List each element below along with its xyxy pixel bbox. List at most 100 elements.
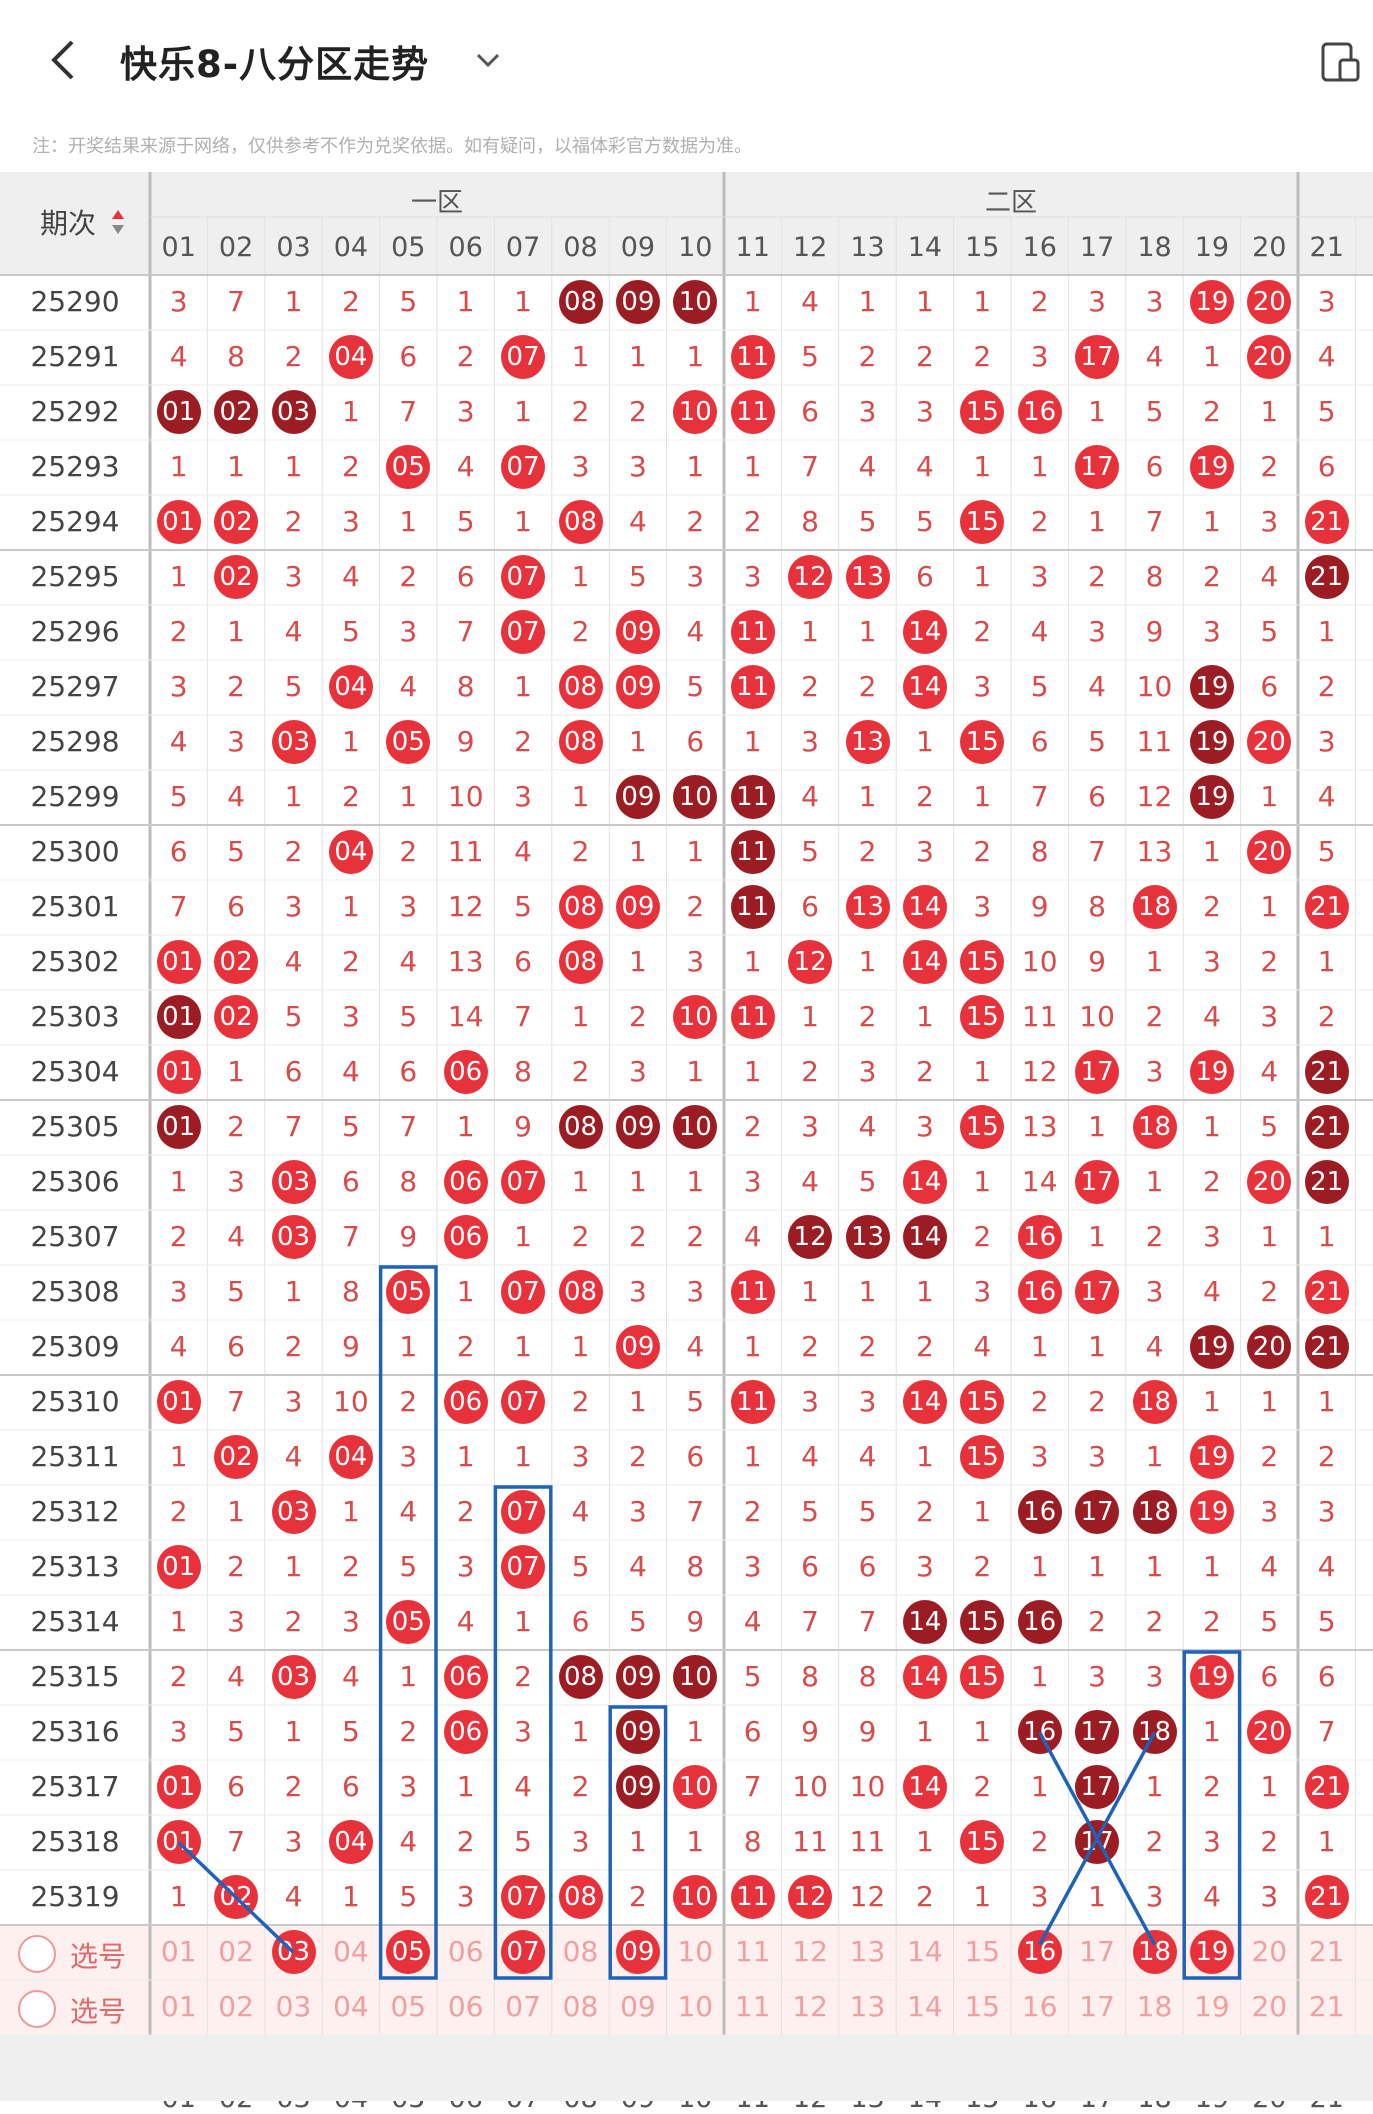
omission-count: 2	[514, 1660, 532, 1693]
selectable-number[interactable]: 10	[677, 1990, 714, 2023]
omission-count: 1	[743, 450, 762, 483]
omission-count: 1	[169, 1880, 188, 1913]
omission-count: 3	[284, 1825, 303, 1858]
omission-count: 5	[1260, 1605, 1279, 1638]
omission-count: 2	[341, 285, 360, 318]
selectable-number[interactable]: 13	[849, 1990, 886, 2023]
selectable-number[interactable]: 15	[964, 1935, 1001, 1968]
selected-number-ball[interactable]: 18	[1132, 1930, 1177, 1974]
selectable-number[interactable]: 12	[792, 1935, 828, 1968]
omission-count: 2	[1260, 1275, 1279, 1308]
selectable-number[interactable]: 21	[1308, 1990, 1345, 2023]
selectable-number[interactable]: 07	[505, 1990, 541, 2023]
omission-count: 2	[399, 1715, 418, 1748]
selectable-number[interactable]: 06	[447, 1990, 484, 2023]
omission-count: 1	[915, 1000, 934, 1033]
selected-number-ball[interactable]: 07	[501, 1930, 546, 1974]
omission-count: 2	[341, 1550, 360, 1583]
selectable-number[interactable]: 03	[275, 1990, 312, 2023]
selectable-number[interactable]: 02	[218, 1990, 254, 2023]
omission-count: 5	[456, 505, 475, 538]
selectable-number[interactable]: 11	[734, 1935, 771, 1968]
selectable-number[interactable]: 14	[907, 1990, 943, 2023]
selectable-number[interactable]: 08	[562, 1935, 599, 1968]
selectable-number[interactable]: 10	[677, 1935, 714, 1968]
omission-count: 3	[1202, 1825, 1221, 1858]
selectable-number[interactable]: 06	[447, 1935, 484, 1968]
omission-count: 1	[169, 1165, 188, 1198]
selected-number-ball[interactable]: 09	[615, 1930, 660, 1974]
omission-count: 5	[1030, 670, 1049, 703]
selectable-number[interactable]: 02	[218, 1935, 254, 1968]
omission-count: 8	[399, 1165, 418, 1198]
omission-count: 1	[169, 1440, 188, 1473]
selected-number-ball[interactable]: 05	[386, 1930, 431, 1974]
selectable-number[interactable]: 04	[333, 1990, 369, 2023]
omission-count: 3	[227, 1605, 245, 1638]
omission-count: 3	[284, 1385, 303, 1418]
omission-count: 2	[858, 1000, 877, 1033]
selectable-number[interactable]: 17	[1079, 1990, 1115, 2023]
select-radio[interactable]	[18, 1990, 56, 2028]
selected-number-ball[interactable]: 19	[1189, 1930, 1234, 1974]
omission-count: 3	[743, 560, 762, 593]
omission-count: 1	[1202, 1550, 1221, 1583]
selectable-number[interactable]: 05	[390, 1990, 427, 2023]
omission-count: 2	[743, 505, 762, 538]
drawn-number-ball: 16	[1017, 1490, 1062, 1534]
selectable-number[interactable]: 15	[964, 1990, 1001, 2023]
selectable-number[interactable]: 08	[562, 1990, 599, 2023]
selectable-number[interactable]: 19	[1194, 1990, 1230, 2023]
omission-count: 3	[1145, 1055, 1164, 1088]
omission-count: 4	[628, 1550, 647, 1583]
selectable-number[interactable]: 20	[1251, 1990, 1288, 2023]
selectable-number[interactable]: 21	[1308, 1935, 1345, 1968]
selectable-number[interactable]: 09	[620, 1990, 656, 2023]
chevron-down-icon[interactable]	[474, 50, 502, 70]
drawn-number-ball: 16	[1017, 1600, 1062, 1644]
omission-count: 3	[743, 1550, 762, 1583]
period-header[interactable]: 期次	[40, 207, 97, 240]
device-icon[interactable]	[1320, 42, 1362, 82]
selectable-number[interactable]: 16	[1021, 1990, 1058, 2023]
omission-count: 1	[1088, 395, 1106, 428]
omission-count: 1	[743, 1330, 762, 1363]
omission-count: 2	[169, 1495, 188, 1528]
selectable-number[interactable]: 20	[1251, 1935, 1288, 1968]
omission-count: 2	[628, 1440, 647, 1473]
drawn-number-ball: 03	[271, 1655, 316, 1699]
select-radio[interactable]	[18, 1935, 56, 1973]
selectable-number[interactable]: 01	[160, 1990, 197, 2023]
selectable-number[interactable]: 13	[849, 1935, 886, 1968]
drawn-number-ball: 07	[501, 1490, 546, 1534]
selectable-number[interactable]: 12	[792, 1990, 828, 2023]
period-label: 25296	[30, 615, 120, 648]
sort-icon[interactable]	[110, 208, 126, 238]
omission-count: 2	[284, 835, 303, 868]
omission-count: 7	[514, 1000, 532, 1033]
omission-count: 1	[514, 1440, 532, 1473]
selectable-number[interactable]: 11	[734, 1990, 771, 2023]
omission-count: 2	[628, 1880, 647, 1913]
omission-count: 2	[915, 1880, 934, 1913]
drawn-number-ball: 21	[1304, 555, 1349, 599]
selectable-number[interactable]: 17	[1079, 1935, 1115, 1968]
omission-count: 5	[399, 1550, 418, 1583]
omission-count: 1	[1030, 450, 1049, 483]
omission-count: 2	[1030, 1385, 1049, 1418]
omission-count: 1	[973, 1165, 992, 1198]
drawn-number-ball: 14	[902, 940, 947, 984]
selectable-number[interactable]: 18	[1136, 1990, 1173, 2023]
omission-count: 2	[858, 670, 877, 703]
drawn-number-ball: 21	[1304, 1270, 1349, 1314]
selectable-number[interactable]: 04	[333, 1935, 369, 1968]
selectable-number[interactable]: 01	[160, 1935, 197, 1968]
omission-count: 6	[227, 890, 245, 923]
omission-count: 3	[456, 1880, 475, 1913]
back-arrow-icon[interactable]	[44, 38, 84, 82]
page-title[interactable]: 快乐8-八分区走势	[120, 43, 430, 86]
drawn-number-ball: 09	[615, 610, 660, 654]
selectable-number[interactable]: 14	[907, 1935, 943, 1968]
omission-count: 6	[801, 890, 819, 923]
drawn-number-ball: 15	[960, 500, 1005, 544]
